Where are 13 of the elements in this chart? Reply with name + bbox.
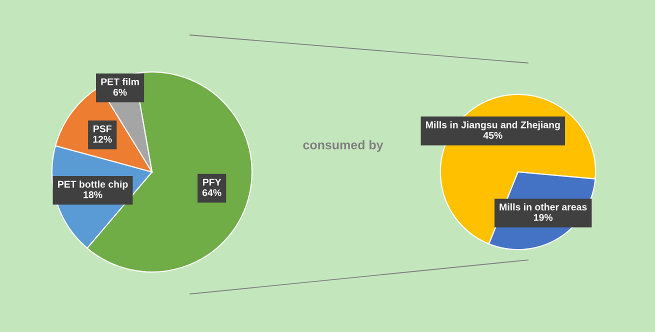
slice-label: PET bottle chip [58,180,128,190]
slice-label: Mills in other areas [500,203,587,210]
slice-label: PFY [203,178,222,186]
slice-label: Mills in Jiangsu and Zhejiang [426,121,560,130]
data-label: 12% [93,136,112,143]
text: consumed by [303,140,384,152]
slice-label: PET film [101,78,139,86]
data-label: 45% [483,132,502,139]
slice-label: PSF [94,125,112,132]
data-label: 6% [113,88,127,96]
data-label: 19% [534,214,553,221]
data-label: 18% [84,191,102,198]
data-label: 64% [202,189,222,196]
